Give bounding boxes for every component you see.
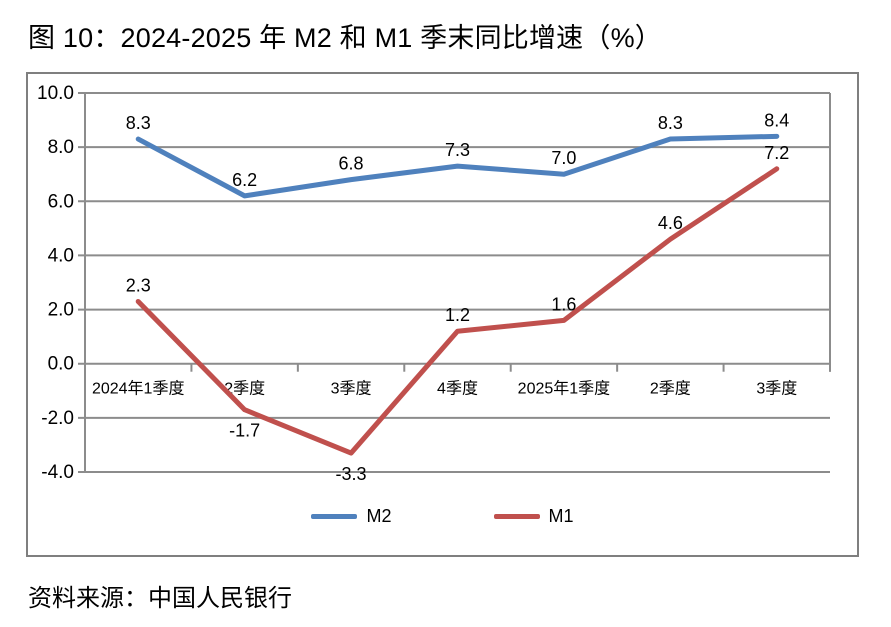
y-tick-label: 0.0 [48, 354, 74, 375]
m1-data-label: 2.3 [126, 275, 151, 295]
legend-item-m2: M2 [311, 506, 392, 527]
legend-item-m1: M1 [493, 506, 574, 527]
m1-data-label: -1.7 [229, 421, 260, 441]
m1-data-label: 1.2 [445, 305, 470, 325]
y-tick-label: 2.0 [48, 300, 74, 321]
x-tick-label: 4季度 [437, 380, 478, 398]
chart-frame: 10.0 8.0 6.0 4.0 2.0 0.0 -2.0 -4.0 2024年1季度 2季度 3季… [26, 72, 859, 557]
m2-series-line [135, 133, 780, 199]
m1-data-label: -3.3 [336, 464, 367, 484]
legend-label: M1 [548, 506, 574, 526]
x-tick-label: 2季度 [224, 380, 265, 398]
x-tick-label: 2024年1季度 [92, 380, 185, 398]
y-tick-label: -4.0 [41, 462, 74, 483]
m2-data-label: 8.3 [658, 113, 683, 133]
x-tick-label: 2025年1季度 [518, 380, 611, 398]
m2-data-label: 6.8 [339, 154, 364, 174]
legend-label: M2 [366, 506, 392, 526]
m1-data-label: 4.6 [658, 213, 683, 233]
legend-line-swatch [493, 514, 540, 519]
x-tick-label: 3季度 [331, 380, 372, 398]
x-tick-label: 3季度 [756, 380, 797, 398]
figure-title: 图 10：2024-2025 年 M2 和 M1 季末同比增速（%） [28, 23, 662, 53]
m2-data-label: 8.3 [126, 113, 151, 133]
y-tick-label: 10.0 [37, 83, 74, 104]
m1-data-label: 7.2 [764, 143, 789, 163]
legend-line-swatch [311, 514, 358, 519]
y-tick-label: 4.0 [48, 245, 74, 266]
m1-series-line [135, 166, 780, 456]
m2-data-label: 7.3 [445, 140, 470, 160]
y-tick-label: 8.0 [48, 137, 74, 158]
y-tick-label: 6.0 [48, 191, 74, 212]
source-note: 资料来源：中国人民银行 [28, 585, 292, 612]
m1-data-label: 1.6 [551, 294, 576, 314]
m2-data-label: 8.4 [764, 110, 789, 130]
y-tick-label: -2.0 [41, 408, 74, 429]
chart-legend: M2 M1 [28, 506, 857, 527]
m2-data-label: 6.2 [232, 170, 257, 190]
x-tick-label: 2季度 [650, 380, 691, 398]
line-chart: 10.0 8.0 6.0 4.0 2.0 0.0 -2.0 -4.0 2024年1季度 2季度 3季… [37, 83, 831, 484]
m2-data-label: 7.0 [551, 148, 576, 168]
